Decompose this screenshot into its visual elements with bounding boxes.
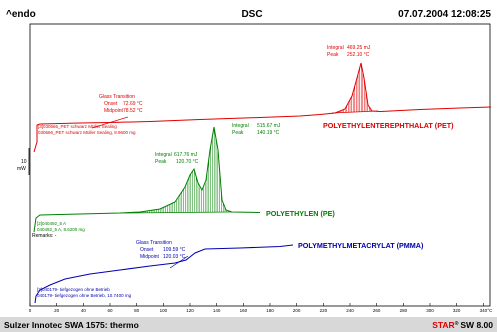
x-axis: 0 20 40 60 80 100 120 140 160 180 200 220 240 260 280 3… (29, 303, 493, 313)
x-tick-label: 160 (240, 308, 248, 313)
x-tick-label: 340 (480, 308, 488, 313)
footer-instrument: Sulzer Innotec SWA 1575: thermo (4, 320, 139, 330)
remarks-label: Remarks: - (32, 233, 57, 239)
x-tick-label: 40 (81, 308, 87, 313)
footer-bar (0, 317, 497, 332)
pet-midpoint-label: Midpoint (104, 108, 124, 114)
pmma-midpoint-label: Midpoint (140, 254, 160, 260)
pmma-curve (34, 244, 294, 304)
pet-glass-title: Glass Transition (99, 94, 135, 100)
x-tick-label: 320 (453, 308, 461, 313)
x-tick-label: 80 (134, 308, 140, 313)
pe-peak1-value: 120.70 °C (176, 159, 199, 165)
pet-integral-value: 469.25 mJ (347, 45, 371, 51)
pmma-onset-label: Onset (140, 247, 154, 253)
footer-registered-mark: ® (455, 320, 459, 327)
x-tick-label: 200 (293, 308, 301, 313)
x-tick-label: 300 (426, 308, 434, 313)
series-pe: Integral 617.76 mJ Peak 120.70 °C Integr… (33, 123, 335, 233)
x-tick-label: 240 (346, 308, 354, 313)
header-title: DSC (241, 9, 262, 20)
pe-peak1-label: Peak (155, 159, 167, 165)
pet-sample-line-1: [3]030666_PET schwarz Müller Sealing (38, 124, 117, 129)
pet-series-label: POLYETHYLENTEREPHTHALAT (PET) (323, 121, 454, 130)
pmma-tangent (169, 255, 189, 269)
pe-integral1-label: Integral (155, 152, 172, 158)
x-tick-label: 140 (213, 308, 221, 313)
series-pmma: Glass Transition Onset 109.59 °C Midpoin… (34, 240, 424, 304)
header-datetime: 07.07.2004 12:08:25 (398, 9, 491, 20)
plot-frame (29, 23, 491, 307)
header-left: ^endo (6, 9, 36, 20)
pmma-midpoint-value: 120.03 °C (163, 254, 186, 260)
x-tick-label: 260 (373, 308, 381, 313)
pe-integral2-label: Integral (232, 123, 249, 129)
pmma-sample-line-1: [3]040179- tiefgezogen ohne Betrieb (37, 287, 110, 292)
scale-bar-value: 10 (21, 159, 27, 165)
x-tick-label: 120 (186, 308, 194, 313)
pmma-series-label: POLYMETHYLMETACRYLAT (PMMA) (298, 241, 424, 250)
pe-integral2-value: 515.67 mJ (257, 123, 281, 129)
pe-sample-line-1: [2]040492_5 A (37, 221, 66, 226)
scale-bar-unit: mW (17, 166, 26, 172)
pe-baseline (123, 211, 233, 214)
x-tick-label: 180 (266, 308, 274, 313)
pet-onset-label: Onset (104, 101, 118, 107)
x-tick-label: 220 (320, 308, 328, 313)
x-tick-label: 280 (400, 308, 408, 313)
pet-integral-hatch (333, 64, 376, 114)
pe-series-label: POLYETHYLEN (PE) (266, 209, 335, 218)
pe-curve (33, 126, 261, 233)
pmma-sample-line-2: 040179- tiefgezogen ohne Betrieb, 10.740… (37, 293, 132, 298)
pe-integral1-value: 617.76 mJ (174, 152, 198, 158)
pmma-onset-value: 109.59 °C (163, 247, 186, 253)
x-tick-label: 0 (29, 308, 32, 313)
series-pet: Glass Transition Onset 72.69 °C Midpoint… (33, 45, 492, 153)
pmma-glass-title: Glass Transition (136, 240, 172, 246)
pet-curve (33, 62, 492, 153)
x-axis-unit: °C (487, 308, 493, 313)
x-tick-label: 100 (160, 308, 168, 313)
pet-midpoint-value: 78.52 °C (123, 108, 143, 114)
pet-peak-value: 252.10 °C (347, 52, 370, 58)
x-tick-label: 20 (54, 308, 60, 313)
pet-sample-line-2: 030666_PET schwarz Müller Sealing, 8.960… (38, 130, 136, 135)
pe-integral-hatch (125, 128, 229, 213)
pet-onset-value: 72.69 °C (123, 101, 143, 107)
pet-peak-label: Peak (327, 52, 339, 58)
pe-peak2-value: 140.19 °C (257, 130, 280, 136)
pet-baseline (331, 110, 379, 114)
footer-version: SW 8.00 (460, 320, 493, 330)
pe-peak2-label: Peak (232, 130, 244, 136)
pet-integral-label: Integral (327, 45, 344, 51)
pe-sample-line-2: 040492_5 A, 8.6200 mg (37, 227, 85, 232)
footer-star-logo: STAR (432, 320, 455, 330)
footer-software: STAR® SW 8.00 (432, 320, 493, 330)
pet-tangent (91, 116, 129, 129)
x-tick-label: 60 (107, 308, 113, 313)
